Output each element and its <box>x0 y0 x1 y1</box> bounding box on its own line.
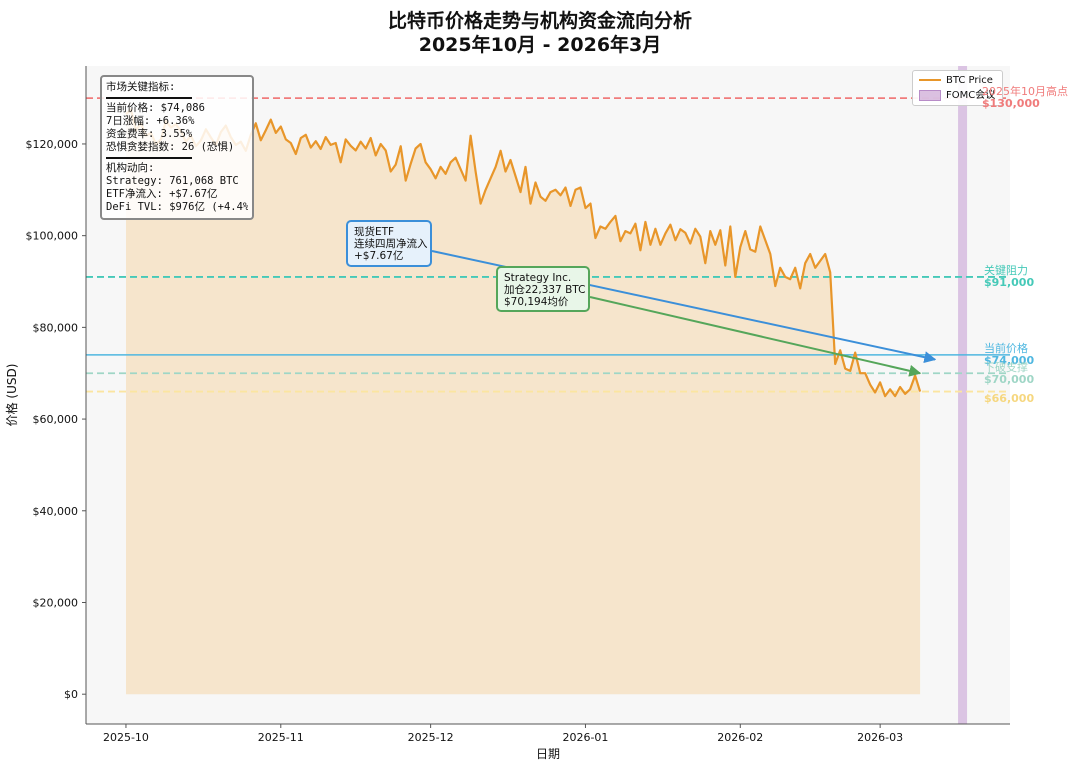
strategy-annotation-line: Strategy Inc. <box>504 272 572 284</box>
etf-annotation-line: 现货ETF <box>354 226 395 238</box>
ref-label-name: 当前价格 <box>984 342 1028 355</box>
strategy-annotation-line: $70,194均价 <box>504 296 569 308</box>
ref-label-value: $130,000 <box>982 97 1040 110</box>
divider <box>106 97 192 99</box>
ref-label-support: 下破支撑 $70,000 <box>984 362 1034 386</box>
institution-etf: ETF净流入: +$7.67亿 <box>106 188 218 200</box>
institution-strategy: Strategy: 761,068 BTC <box>106 175 239 187</box>
x-tick-label: 2026-02 <box>717 731 763 744</box>
ref-label-value: $70,000 <box>984 373 1035 386</box>
y-tick-label: $100,000 <box>26 230 79 243</box>
ref-label-value: $66,000 <box>984 392 1035 405</box>
y-tick-label: $40,000 <box>33 505 79 518</box>
ref-label-value: $91,000 <box>984 276 1035 289</box>
x-tick-label: 2025-10 <box>103 731 149 744</box>
ref-label-lower-support: $66,000 <box>984 393 1034 405</box>
y-tick-label: $60,000 <box>33 413 79 426</box>
strategy-annotation-line: 加仓22,337 BTC <box>504 284 586 296</box>
ref-label-name: 2025年10月高点 <box>982 85 1068 98</box>
indicator-fear-greed: 恐惧贪婪指数: 26 (恐惧) <box>106 141 235 153</box>
x-tick-label: 2025-11 <box>258 731 304 744</box>
y-axis-label: 价格 (USD) <box>4 364 19 427</box>
legend-label: FOMC会议 <box>946 90 996 101</box>
ref-label-resistance: 关键阻力 $91,000 <box>984 265 1034 289</box>
etf-annotation-line: +$7.67亿 <box>354 250 404 262</box>
institution-title: 机构动向: <box>106 162 155 174</box>
ref-label-name: 关键阻力 <box>984 264 1028 277</box>
price-area-fill <box>126 109 921 695</box>
x-tick-label: 2026-03 <box>857 731 903 744</box>
indicator-price: 当前价格: $74,086 <box>106 102 205 114</box>
y-tick-label: $80,000 <box>33 321 79 334</box>
etf-annotation: 现货ETF 连续四周净流入 +$7.67亿 <box>346 220 432 267</box>
institution-defi: DeFi TVL: $976亿 (+4.4%) <box>106 201 248 213</box>
market-indicator-box: 市场关键指标: 当前价格: $74,086 7日涨幅: +6.36% 资金费率:… <box>100 75 254 220</box>
legend-box-swatch <box>919 89 941 101</box>
annotation-arrow <box>589 296 922 377</box>
x-tick-label: 2026-01 <box>562 731 608 744</box>
indicator-7d-change: 7日涨幅: +6.36% <box>106 115 195 127</box>
legend-item-fomc: FOMC会议 <box>919 89 995 103</box>
indicator-funding-rate: 资金费率: 3.55% <box>106 128 193 140</box>
indicator-title: 市场关键指标: <box>106 81 176 93</box>
legend-line-swatch <box>919 79 941 81</box>
btc-price-line <box>125 108 922 398</box>
fomc-region <box>958 66 968 724</box>
legend-label: BTC Price <box>946 75 993 86</box>
etf-annotation-line: 连续四周净流入 <box>354 238 428 250</box>
strategy-annotation: Strategy Inc. 加仓22,337 BTC $70,194均价 <box>496 266 590 312</box>
legend: BTC Price FOMC会议 <box>912 70 1003 106</box>
chart-subtitle: 2025年10月 - 2026年3月 <box>418 34 662 56</box>
ref-label-october-high: 2025年10月高点 $130,000 <box>982 86 1068 110</box>
divider <box>106 157 192 159</box>
ref-label-name: 下破支撑 <box>984 361 1028 374</box>
x-axis-label: 日期 <box>536 747 560 761</box>
chart-title: 比特币价格走势与机构资金流向分析 <box>387 10 692 32</box>
y-tick-label: $120,000 <box>26 138 79 151</box>
legend-item-btc-price: BTC Price <box>919 74 993 88</box>
ref-label-value: $74,000 <box>984 354 1035 367</box>
x-tick-label: 2025-12 <box>408 731 454 744</box>
y-tick-label: $0 <box>64 688 78 701</box>
ref-label-current-price: 当前价格 $74,000 <box>984 343 1034 367</box>
y-tick-label: $20,000 <box>33 596 79 609</box>
